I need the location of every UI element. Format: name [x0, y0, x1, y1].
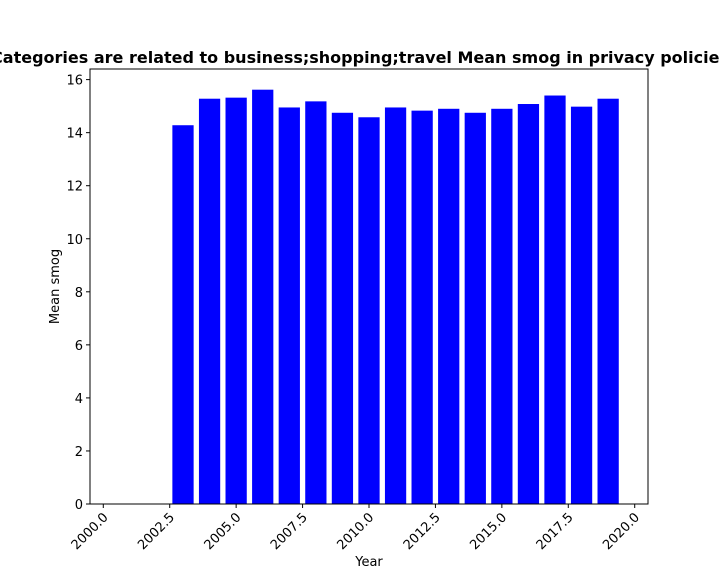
bar-2013 — [438, 108, 460, 504]
bar-2004 — [198, 98, 221, 505]
y-tick-label: 12 — [66, 180, 83, 195]
x-axis: 2000.0 2002.5 2005.0 2007.5 2010.0 2012.5 2015… — [69, 504, 643, 553]
y-tick-label: 10 — [66, 233, 83, 248]
x-tick-label: 2015.0 — [467, 510, 510, 553]
y-tick-label: 6 — [75, 339, 83, 354]
x-tick-label: 2007.5 — [268, 510, 311, 553]
bar-2008 — [305, 101, 327, 505]
bar-2019 — [597, 98, 619, 505]
y-tick-label: 0 — [75, 498, 83, 513]
bar-2015 — [491, 108, 513, 504]
bar-2012 — [411, 110, 433, 504]
bar-2011 — [384, 107, 407, 505]
bar-2005 — [225, 97, 247, 505]
bar-2014 — [464, 112, 486, 505]
bar-2006 — [252, 89, 274, 504]
x-tick-label: 2020.0 — [600, 510, 643, 553]
bar-2009 — [331, 112, 354, 505]
y-axis-label: Mean smog — [48, 249, 63, 324]
x-tick-label: 2012.5 — [401, 510, 444, 553]
y-tick-label: 2 — [75, 445, 83, 460]
bar-2007 — [278, 107, 300, 505]
y-tick-label: 8 — [75, 286, 83, 301]
chart-title: Categories are related to business;shopp… — [0, 48, 720, 67]
x-tick-label: 2005.0 — [202, 510, 245, 553]
x-axis-label: Year — [354, 555, 383, 570]
x-tick-label: 2010.0 — [334, 510, 377, 553]
bar-2010 — [358, 117, 380, 505]
bar-2017 — [544, 95, 566, 505]
y-tick-label: 14 — [66, 127, 83, 142]
bar-2003 — [172, 125, 194, 504]
x-tick-label: 2002.5 — [135, 510, 178, 553]
y-tick-label: 16 — [66, 74, 83, 89]
bar-2016 — [517, 104, 540, 504]
bar-2018 — [570, 106, 593, 504]
x-tick-label: 2017.5 — [534, 510, 577, 553]
x-tick-label: 2000.0 — [69, 510, 112, 553]
y-tick-label: 4 — [75, 392, 83, 407]
bars-layer — [172, 89, 619, 505]
y-axis: 0 2 4 6 8 10 12 14 16 — [66, 74, 90, 513]
